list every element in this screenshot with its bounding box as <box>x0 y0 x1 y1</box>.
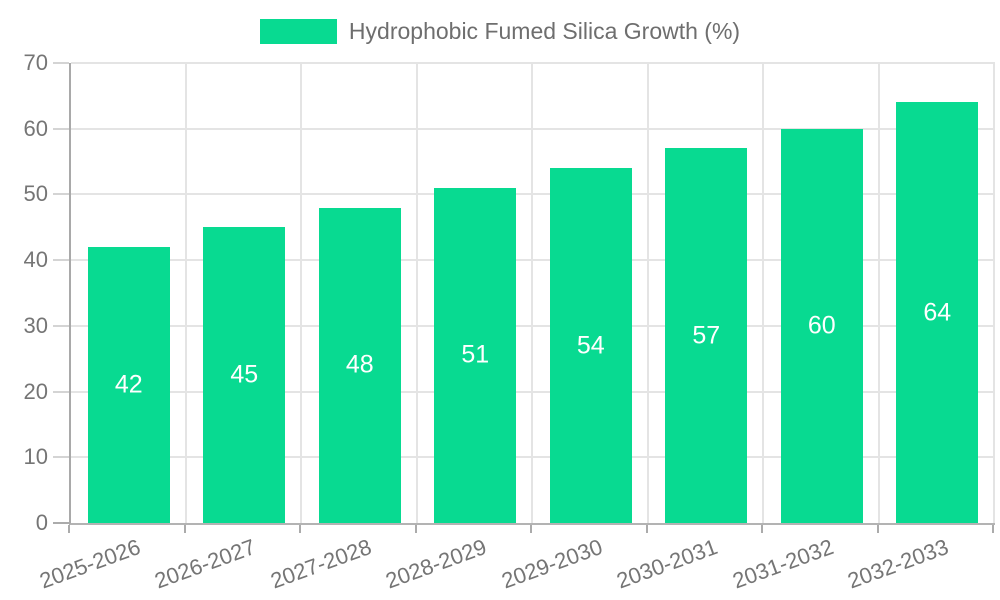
gridline-horizontal <box>71 456 995 459</box>
x-axis-category-label: 2031-2032 <box>728 534 837 594</box>
bar-value-label: 57 <box>692 321 721 350</box>
bar-value-label: 54 <box>576 331 605 360</box>
x-axis-category-label: 2029-2030 <box>497 534 606 594</box>
gridline-vertical <box>415 63 418 523</box>
y-axis-tick-label: 10 <box>23 444 48 470</box>
legend-swatch-icon <box>259 19 337 44</box>
gridline-horizontal <box>71 390 995 393</box>
x-axis-category-label: 2032-2033 <box>844 534 952 594</box>
y-axis-tick <box>53 127 69 130</box>
bar[interactable]: 60 <box>780 128 863 523</box>
x-axis-category-label: 2030-2031 <box>613 534 721 594</box>
y-axis-tick <box>53 456 69 459</box>
bar[interactable]: 45 <box>203 227 286 523</box>
bar-value-label: 64 <box>923 298 952 327</box>
gridline-vertical <box>993 63 995 523</box>
x-axis-tick <box>645 525 648 533</box>
gridline-vertical <box>877 63 880 523</box>
bar[interactable]: 51 <box>434 187 517 523</box>
y-axis-tick-label: 30 <box>23 312 48 338</box>
y-axis-tick-label: 40 <box>23 247 48 273</box>
y-axis-tick <box>53 324 69 327</box>
gridline-horizontal <box>71 193 995 196</box>
x-axis-tick <box>761 525 763 533</box>
y-axis-tick <box>53 522 69 524</box>
bar-value-label: 45 <box>230 360 259 389</box>
bar[interactable]: 64 <box>896 102 979 523</box>
gridline-horizontal <box>71 62 995 64</box>
gridline-vertical <box>762 63 764 523</box>
x-axis-tick <box>299 525 301 533</box>
x-axis-category-label: 2026-2027 <box>151 534 259 594</box>
bar[interactable]: 57 <box>665 148 748 523</box>
gridline-vertical <box>646 63 649 523</box>
x-axis-category-label: 2028-2029 <box>382 534 490 594</box>
x-axis-tick <box>876 525 879 533</box>
legend[interactable]: Hydrophobic Fumed Silica Growth (%) <box>0 19 1000 44</box>
y-axis-tick-label: 70 <box>23 50 48 75</box>
gridline-horizontal <box>71 324 995 327</box>
y-axis-tick-label: 50 <box>23 181 48 207</box>
x-axis-tick <box>414 525 417 533</box>
bar[interactable]: 54 <box>549 168 632 523</box>
y-axis-tick <box>53 390 69 393</box>
legend-label: Hydrophobic Fumed Silica Growth (%) <box>348 18 741 44</box>
gridline-vertical <box>184 63 187 523</box>
y-axis-tick-label: 20 <box>23 378 48 404</box>
bar-value-label: 51 <box>461 340 490 369</box>
gridline-vertical <box>300 63 302 523</box>
x-axis-tick <box>183 525 186 533</box>
y-axis-tick <box>53 259 69 262</box>
y-axis-tick-label: 60 <box>23 115 48 141</box>
x-axis-category-label: 2025-2026 <box>35 534 144 594</box>
y-axis-tick-label: 0 <box>35 510 48 535</box>
gridline-horizontal <box>71 127 995 130</box>
bar[interactable]: 48 <box>318 207 401 523</box>
x-axis-tick <box>68 525 70 533</box>
x-axis-tick <box>992 525 994 533</box>
bar[interactable]: 42 <box>87 247 170 523</box>
y-axis-tick <box>53 193 69 196</box>
plot-area: 42 45 48 51 54 57 60 64 <box>69 62 995 525</box>
bar-value-label: 42 <box>114 370 143 399</box>
x-axis-category-label: 2027-2028 <box>266 534 375 594</box>
gridline-vertical <box>531 63 533 523</box>
gridline-horizontal <box>71 259 995 262</box>
x-axis-tick <box>530 525 532 533</box>
bar-value-label: 60 <box>807 311 836 340</box>
y-axis-tick <box>53 62 69 64</box>
bar-value-label: 48 <box>345 350 374 379</box>
